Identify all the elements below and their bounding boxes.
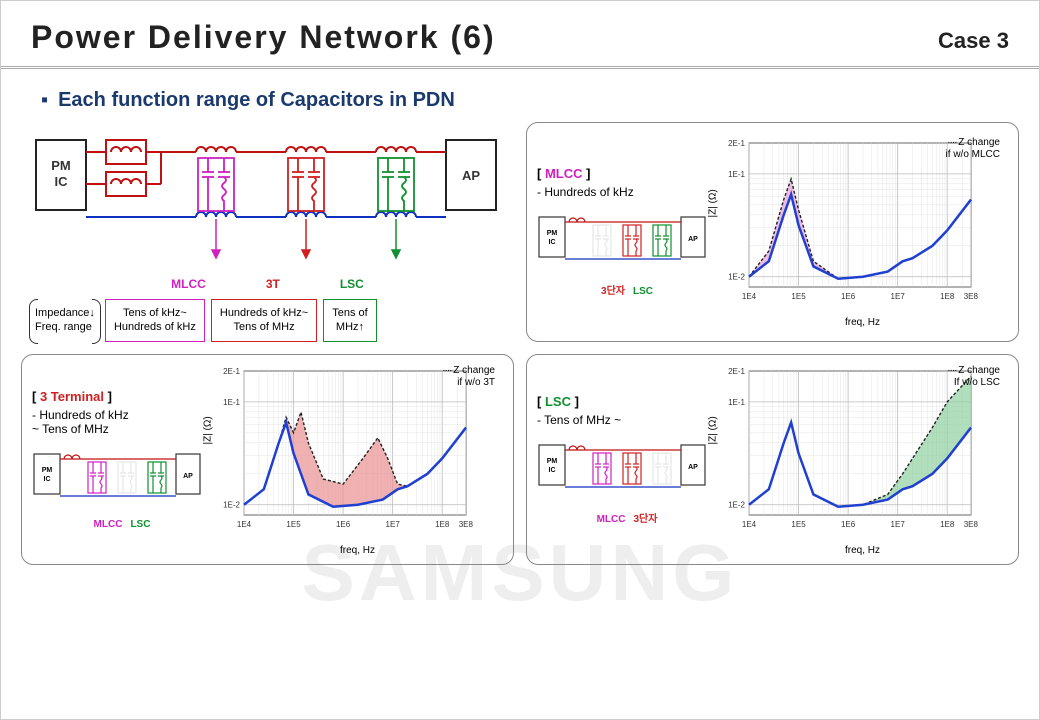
freq-cell: Tens of kHz~Hundreds of kHz: [105, 299, 205, 342]
panel-3t-title: [ 3 Terminal ]: [32, 389, 212, 404]
xlabel: freq, Hz: [212, 545, 503, 556]
panel-mlcc-left: [ MLCC ] - Hundreds of kHz PM IC AP 3단자LSC: [537, 166, 717, 297]
svg-text:1E7: 1E7: [891, 292, 906, 301]
svg-text:IC: IC: [44, 476, 51, 483]
mini-labels-mlcc: 3단자LSC: [537, 282, 717, 297]
svg-text:1E-2: 1E-2: [728, 273, 745, 282]
subtitle: Each function range of Capacitors in PDN: [1, 69, 1039, 122]
plot-svg: 1E4 1E5 1E6 1E7 1E8 3E8 1E-2 1E-1 2E-1: [717, 363, 987, 538]
cap-label: MLCC: [171, 277, 206, 291]
svg-text:1E-2: 1E-2: [728, 500, 745, 509]
mini-schematic-lsc: PM IC AP: [537, 435, 717, 508]
svg-text:1E4: 1E4: [237, 520, 252, 529]
panel-lsc-sub: - Tens of MHz ~: [537, 413, 717, 427]
big-schematic: PMIC AP: [31, 122, 504, 267]
content-grid: PMICAP MLCC3TLSC Impedance↓ Freq. range …: [1, 122, 1039, 565]
mini-schematic-3t: PM IC AP: [32, 444, 212, 517]
mini-labels-lsc: MLCC3단자: [537, 510, 717, 525]
svg-text:1E7: 1E7: [891, 520, 906, 529]
svg-text:1E-1: 1E-1: [728, 397, 745, 406]
freq-range-table: Impedance↓ Freq. range Tens of kHz~Hundr…: [31, 299, 504, 342]
xlabel: freq, Hz: [717, 545, 1008, 556]
svg-text:3E8: 3E8: [964, 520, 979, 529]
panel-3t-sub: - Hundreds of kHz ~ Tens of MHz: [32, 408, 212, 436]
svg-text:AP: AP: [688, 236, 698, 243]
svg-text:AP: AP: [183, 473, 193, 480]
svg-text:1E4: 1E4: [742, 292, 757, 301]
plot-3t: Z change if w/o 3T |Z| (Ω) 1E41E51E61E71…: [212, 363, 503, 556]
plot-mlcc: Z change if w/o MLCC |Z| (Ω) 1E41E51E61E…: [717, 135, 1008, 328]
mini-schem-svg: PM IC AP: [537, 435, 707, 505]
plot-legend-3t: Z change if w/o 3T: [442, 365, 495, 389]
freq-row-label: Impedance↓ Freq. range: [31, 299, 99, 342]
svg-text:1E-1: 1E-1: [223, 397, 240, 406]
ylabel: |Z| (Ω): [708, 416, 719, 444]
svg-text:1E4: 1E4: [742, 520, 757, 529]
svg-text:IC: IC: [549, 239, 556, 246]
svg-text:2E-1: 2E-1: [728, 139, 745, 148]
panel-3t: [ 3 Terminal ] - Hundreds of kHz ~ Tens …: [21, 354, 514, 565]
freq-label-line2: Freq. range: [35, 320, 95, 334]
svg-text:PM: PM: [547, 230, 558, 237]
mini-schematic-mlcc: PM IC AP: [537, 207, 717, 280]
svg-text:PM: PM: [547, 458, 558, 465]
svg-text:3E8: 3E8: [459, 520, 474, 529]
panel-lsc: [ LSC ] - Tens of MHz ~ PM IC AP MLCC3단자 Z…: [526, 354, 1019, 565]
schematic-cap-labels: MLCC 3T LSC: [31, 277, 504, 291]
schematic-svg: PMIC AP: [31, 122, 501, 262]
mini-schem-svg: PM IC AP: [537, 207, 707, 277]
panel-mlcc-title: [ MLCC ]: [537, 166, 717, 181]
case-label: Case 3: [938, 28, 1009, 54]
ylabel: |Z| (Ω): [708, 189, 719, 217]
freq-cell: Tens ofMHz↑: [323, 299, 376, 342]
plot-svg: 1E4 1E5 1E6 1E7 1E8 3E8 1E-2 1E-1 2E-1: [717, 135, 987, 310]
svg-text:PM: PM: [51, 158, 71, 173]
svg-text:AP: AP: [462, 168, 480, 183]
svg-text:1E6: 1E6: [336, 520, 351, 529]
mini-schem-svg: PM IC AP: [32, 444, 202, 514]
plot-lsc: Z change If w/o LSC |Z| (Ω) 1E41E51E61E7…: [717, 363, 1008, 556]
svg-text:2E-1: 2E-1: [223, 366, 240, 375]
cap-label: 3T: [266, 277, 280, 291]
ylabel: |Z| (Ω): [203, 416, 214, 444]
svg-text:1E5: 1E5: [791, 292, 806, 301]
svg-text:3E8: 3E8: [964, 292, 979, 301]
xlabel: freq, Hz: [717, 317, 1008, 328]
panel-lsc-left: [ LSC ] - Tens of MHz ~ PM IC AP MLCC3단자: [537, 394, 717, 525]
freq-label-line1: Impedance↓: [35, 306, 95, 320]
svg-text:IC: IC: [549, 467, 556, 474]
svg-text:PM: PM: [42, 467, 53, 474]
plot-legend-lsc: Z change If w/o LSC: [947, 365, 1000, 389]
cap-label: LSC: [340, 277, 364, 291]
svg-text:1E5: 1E5: [286, 520, 301, 529]
svg-text:IC: IC: [55, 174, 69, 189]
page-title: Power Delivery Network (6): [31, 19, 496, 56]
svg-text:1E6: 1E6: [841, 520, 856, 529]
svg-text:1E8: 1E8: [940, 292, 955, 301]
svg-text:1E-1: 1E-1: [728, 170, 745, 179]
svg-text:AP: AP: [688, 464, 698, 471]
svg-text:1E7: 1E7: [386, 520, 401, 529]
panel-mlcc-sub: - Hundreds of kHz: [537, 185, 717, 199]
svg-text:2E-1: 2E-1: [728, 366, 745, 375]
mini-labels-3t: MLCCLSC: [32, 519, 212, 530]
svg-text:1E8: 1E8: [940, 520, 955, 529]
panel-3t-left: [ 3 Terminal ] - Hundreds of kHz ~ Tens …: [32, 389, 212, 530]
svg-text:1E6: 1E6: [841, 292, 856, 301]
panel-mlcc: [ MLCC ] - Hundreds of kHz PM IC AP 3단자LSC…: [526, 122, 1019, 342]
panel-lsc-title: [ LSC ]: [537, 394, 717, 409]
header: Power Delivery Network (6) Case 3: [1, 1, 1039, 69]
svg-text:1E8: 1E8: [435, 520, 450, 529]
svg-text:1E-2: 1E-2: [223, 500, 240, 509]
svg-text:1E5: 1E5: [791, 520, 806, 529]
freq-cell: Hundreds of kHz~Tens of MHz: [211, 299, 317, 342]
plot-legend-mlcc: Z change if w/o MLCC: [946, 137, 1000, 161]
plot-svg: 1E4 1E5 1E6 1E7 1E8 3E8 1E-2 1E-1 2E-1: [212, 363, 482, 538]
schematic-panel: PMIC AP MLCC 3T LSC Impedance↓ Freq. range …: [21, 122, 514, 342]
